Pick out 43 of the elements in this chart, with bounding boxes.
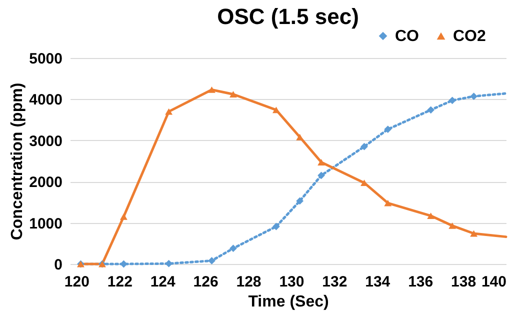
point	[384, 200, 392, 206]
x-tick-label: 124	[150, 274, 176, 290]
y-tick-label: 0	[54, 256, 62, 274]
x-tick-label: 120	[64, 274, 90, 290]
point	[208, 256, 216, 264]
y-tick-label: 5000	[29, 50, 62, 68]
y-tick-label: 2000	[29, 174, 62, 192]
x-tick-label: 138	[451, 274, 476, 290]
point	[448, 222, 456, 229]
y-tick-label: 1000	[29, 215, 62, 232]
point	[120, 213, 128, 220]
point	[427, 106, 435, 114]
point	[230, 91, 237, 98]
point	[296, 197, 304, 205]
x-tick-label: 132	[322, 274, 348, 290]
point	[318, 172, 325, 180]
x-tick-label: 134	[365, 274, 391, 290]
x-tick-label: 128	[236, 274, 262, 290]
point	[272, 106, 280, 114]
point	[296, 134, 304, 140]
chart-title: OSC (1.5 sec)	[217, 4, 359, 29]
point	[318, 159, 325, 166]
y-tick-label: 4000	[29, 92, 62, 109]
point	[427, 212, 435, 220]
point	[272, 222, 280, 230]
point	[230, 244, 237, 252]
x-tick-label: 122	[107, 274, 132, 290]
x-tick-label: 140	[481, 274, 506, 290]
point	[208, 86, 216, 93]
y-axis-title: Concentration (ppm)	[9, 82, 26, 240]
legend-label: CO	[395, 28, 419, 45]
point	[360, 142, 368, 150]
x-tick-label: 126	[193, 274, 218, 290]
point	[165, 108, 173, 115]
point	[470, 92, 478, 100]
point	[384, 126, 392, 133]
legend-label: CO2	[453, 28, 486, 45]
x-axis-title: Time (Sec)	[248, 294, 329, 310]
x-tick-label: 136	[408, 274, 434, 290]
y-tick-label: 3000	[29, 132, 62, 150]
point	[470, 230, 478, 237]
x-tick-label: 130	[279, 274, 304, 290]
point	[448, 96, 456, 104]
